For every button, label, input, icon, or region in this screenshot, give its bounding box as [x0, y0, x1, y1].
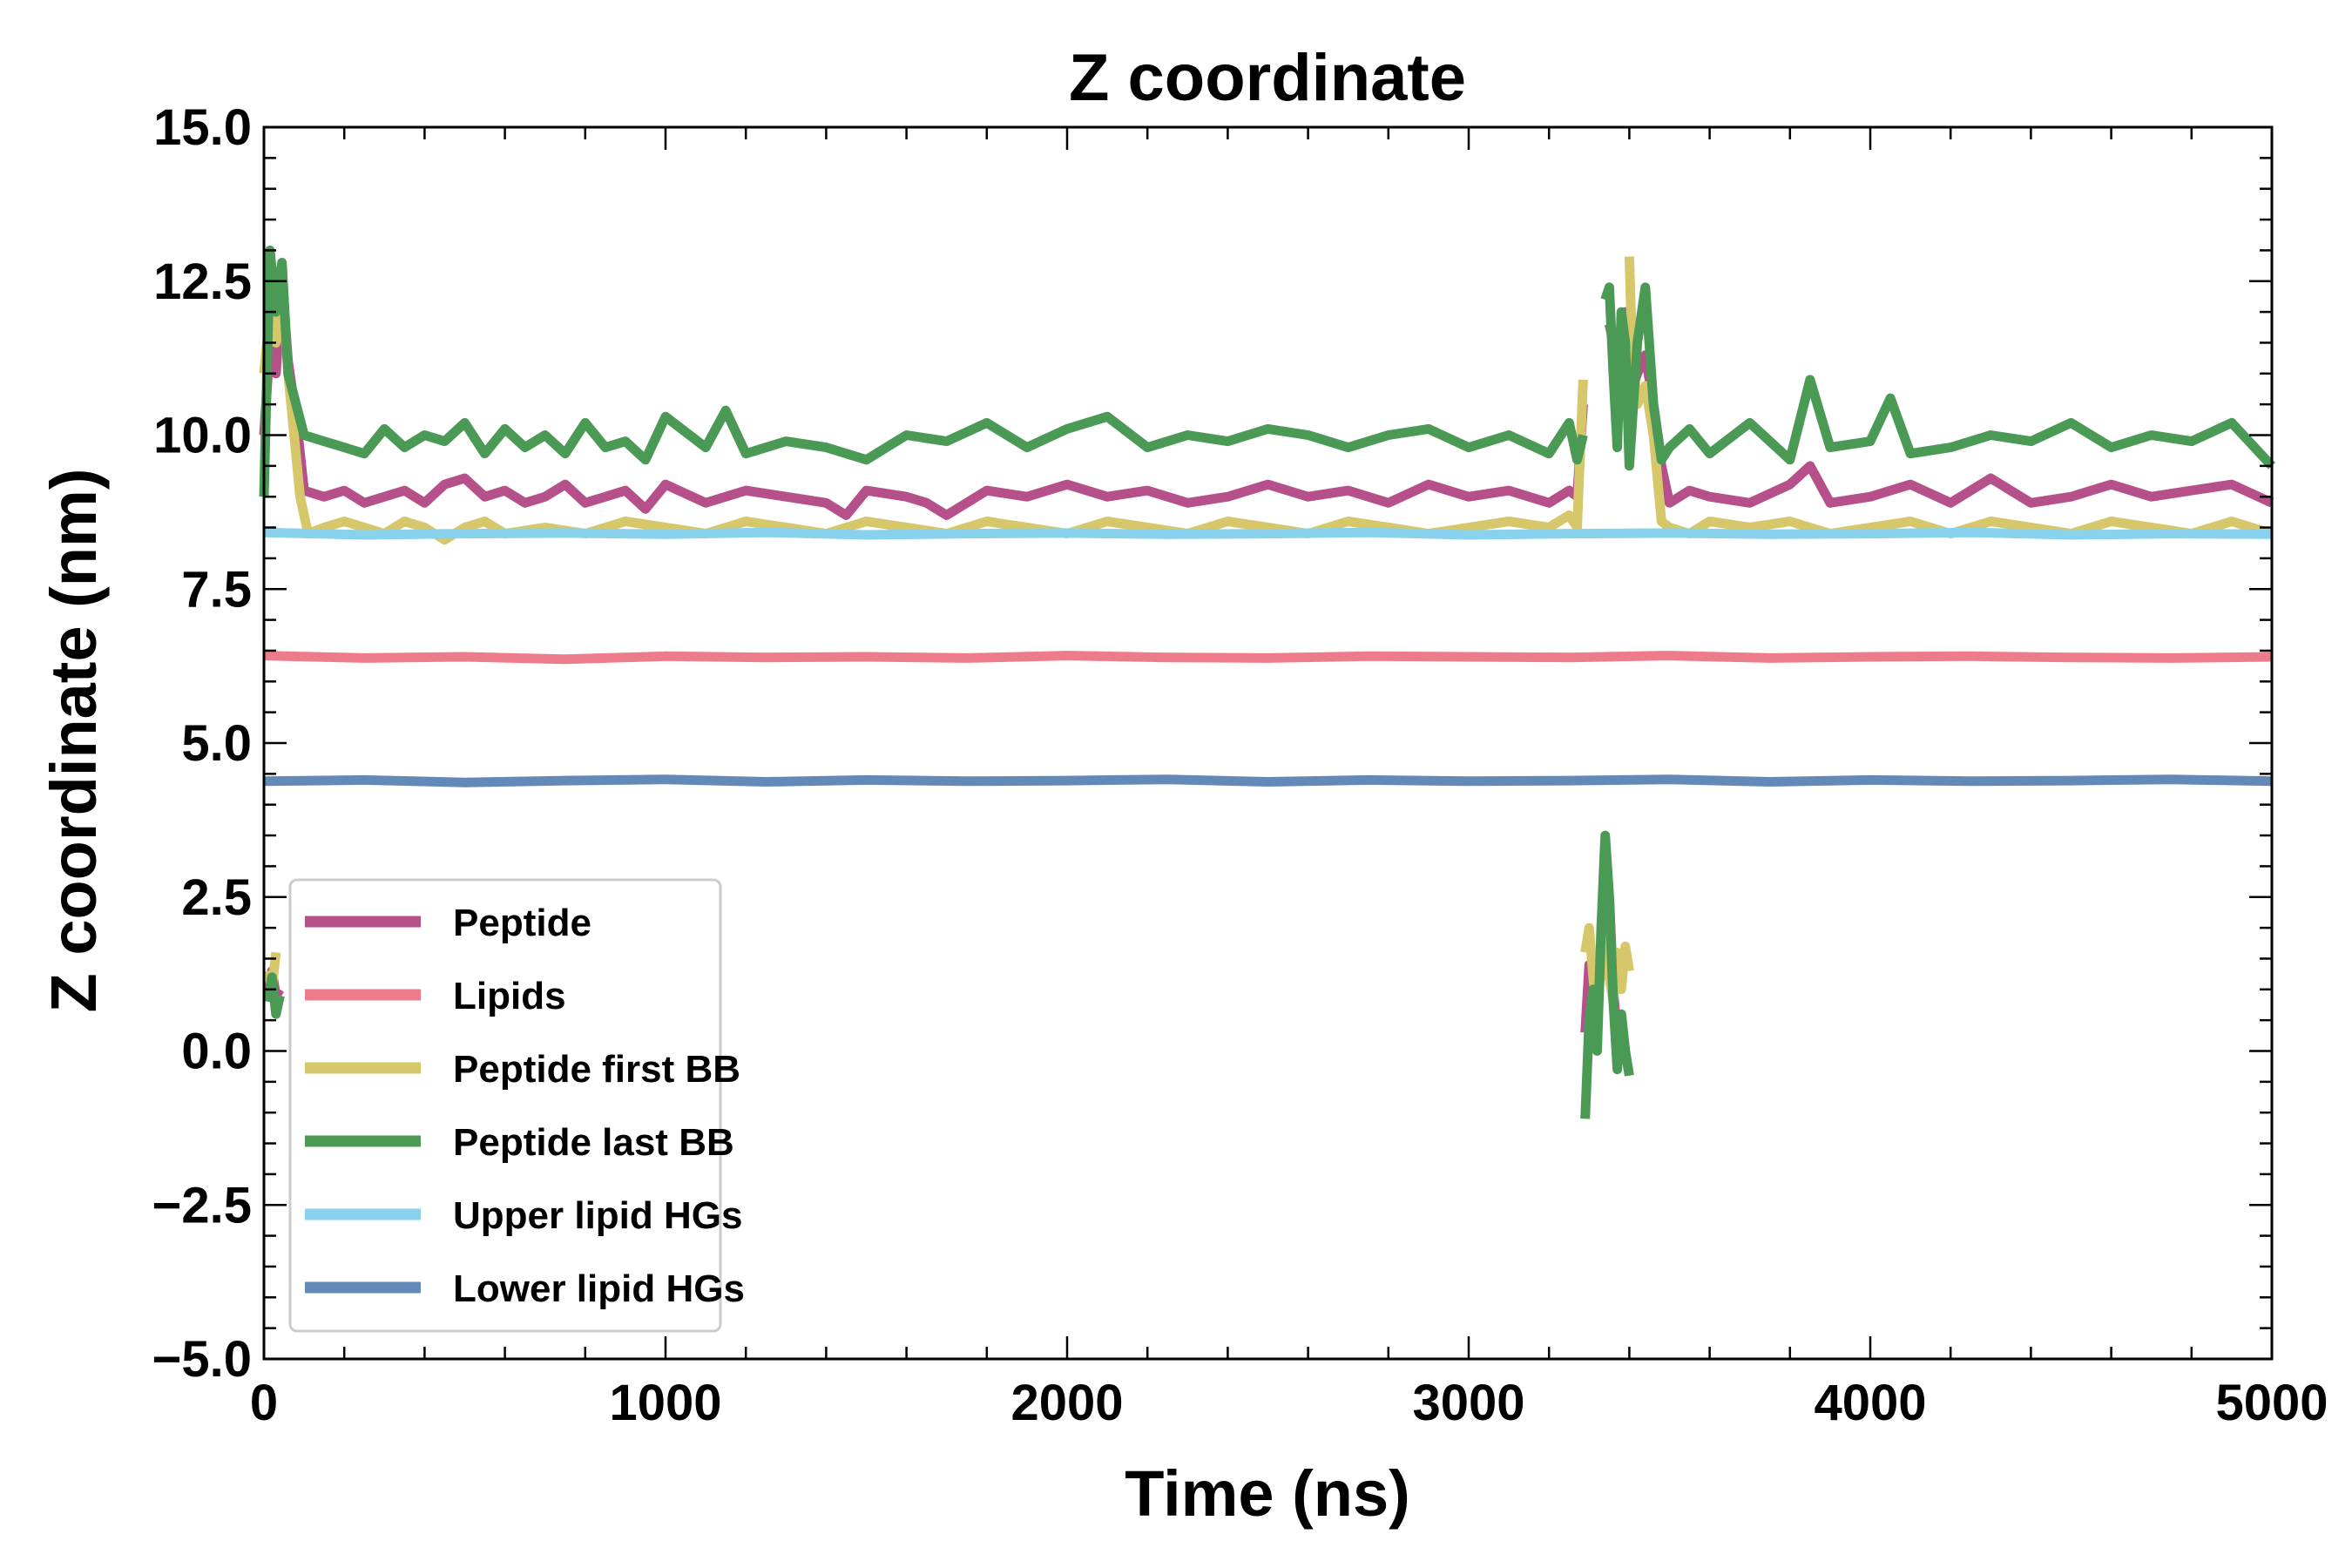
series-peptide-segment-1: [259, 276, 1588, 520]
legend-label-peptide-first-bb: Peptide first BB: [453, 1048, 740, 1091]
x-tick-label: 5000: [2215, 1375, 2328, 1431]
y-tick-label: 7.5: [181, 561, 252, 618]
x-tick-label: 2000: [1010, 1375, 1123, 1431]
legend-label-lower-lipid-hgs: Lower lipid HGs: [453, 1267, 745, 1310]
series-peptide-segment-2: [1605, 307, 2274, 508]
series-peptide-last-bb-segment-1: [259, 245, 1588, 497]
legend-label-peptide: Peptide: [453, 902, 591, 944]
y-tick-label: −5.0: [152, 1331, 253, 1388]
legend-label-upper-lipid-hgs: Upper lipid HGs: [453, 1194, 742, 1237]
series-peptide-last-bb-segment-2: [1600, 282, 2276, 471]
series-peptide-first-bb-segment-2: [1624, 256, 2274, 539]
legend: Peptide Lipids Peptide first BB Peptide las…: [288, 878, 745, 1333]
legend-label-lipids: Lipids: [453, 975, 566, 1017]
legend-label-peptide-last-bb: Peptide last BB: [453, 1121, 734, 1164]
legend-box: [288, 878, 722, 1333]
y-tick-label: −2.5: [152, 1177, 253, 1233]
x-tick-label: 0: [250, 1375, 278, 1431]
x-tick-label: 1000: [609, 1375, 721, 1431]
x-tick-label: 4000: [1814, 1375, 1926, 1431]
tick-labels: 0 1000 2000 3000 4000 5000 −5.0 −2.5 0.0 2.5 5.0 7.…: [152, 99, 2328, 1431]
y-tick-label: 5.0: [181, 715, 252, 772]
chart-title: Z coordinate: [1069, 41, 1466, 115]
series-lipids-segment-1: [263, 651, 2273, 665]
plot-lines: [259, 245, 2276, 1119]
y-tick-label: 2.5: [181, 869, 252, 926]
y-tick-label: 15.0: [153, 99, 252, 156]
x-axis-label: Time (ns): [1125, 1457, 1410, 1530]
series-peptide-last-bb-segment-4: [1580, 830, 1634, 1119]
x-tick-label: 3000: [1412, 1375, 1524, 1431]
plot-frame: [262, 125, 2274, 1361]
y-axis-label: Z coordinate (nm): [37, 469, 110, 1013]
y-tick-label: 0.0: [181, 1024, 252, 1080]
series-lower-lipid-hgs-segment-1: [263, 774, 2273, 787]
y-tick-label: 12.5: [153, 253, 252, 310]
series-upper-lipid-hgs-segment-1: [263, 527, 2273, 540]
y-tick-label: 10.0: [153, 408, 252, 464]
